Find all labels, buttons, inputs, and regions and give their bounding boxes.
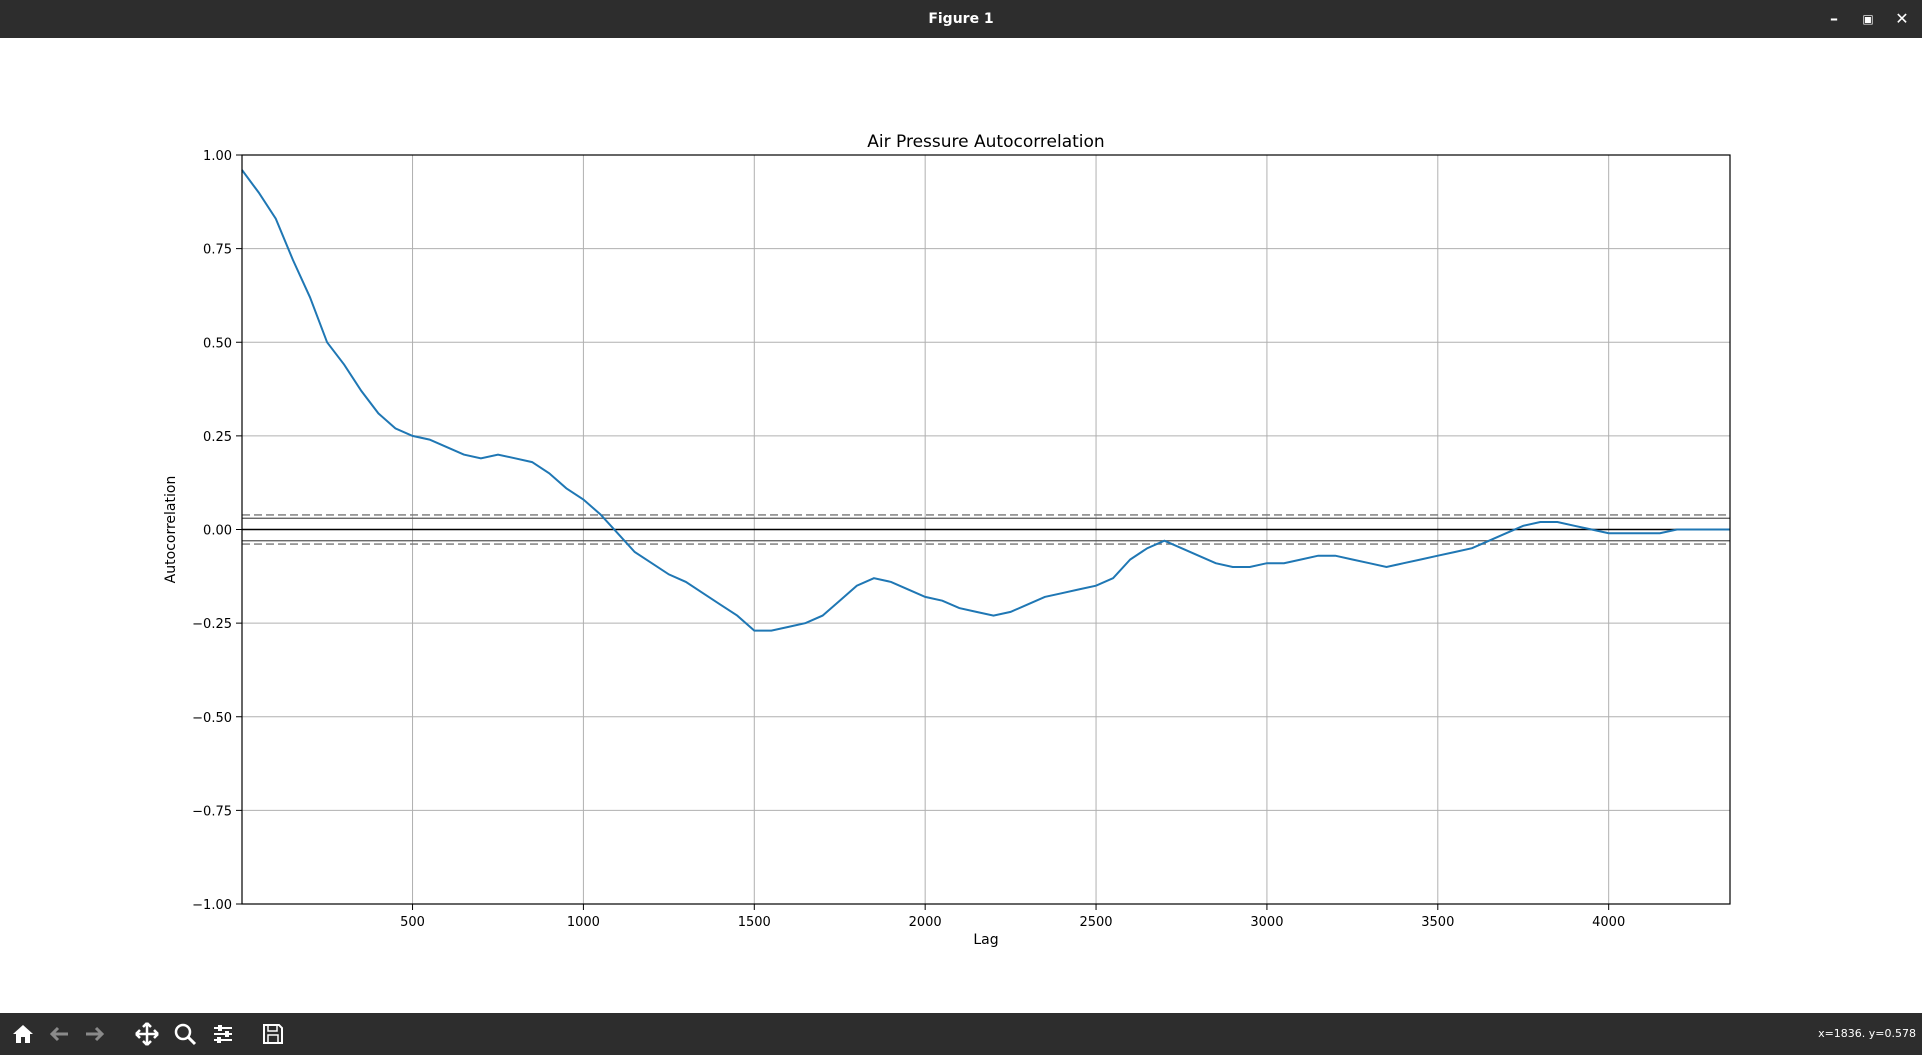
chart-svg: 500 1000 1500 2000 2500 3000 3500 4000 1.00 0.75 0… bbox=[163, 132, 1731, 948]
confidence-lines bbox=[242, 514, 1730, 545]
zoom-icon[interactable] bbox=[170, 1019, 200, 1049]
x-tick-label: 1000 bbox=[567, 915, 600, 930]
autocorrelation-line bbox=[241, 169, 1730, 632]
back-arrow-icon[interactable] bbox=[44, 1019, 74, 1049]
sliders-icon[interactable] bbox=[208, 1019, 238, 1049]
close-icon[interactable]: ✕ bbox=[1895, 9, 1909, 28]
x-tick-label: 1500 bbox=[738, 915, 771, 930]
y-tick-label: 0.25 bbox=[203, 430, 232, 445]
y-axis-label: Autocorrelation bbox=[163, 476, 179, 584]
navigation-toolbar: x=1836. y=0.578 bbox=[0, 1013, 1922, 1055]
pan-icon[interactable] bbox=[132, 1019, 162, 1049]
x-axis-label: Lag bbox=[973, 932, 998, 948]
y-tick-label: 0.50 bbox=[203, 336, 232, 351]
tick-marks: 500 1000 1500 2000 2500 3000 3500 4000 1.00 0.75 0… bbox=[192, 149, 1625, 930]
home-icon[interactable] bbox=[8, 1019, 38, 1049]
x-tick-label: 3500 bbox=[1421, 915, 1454, 930]
x-tick-label: 2000 bbox=[909, 915, 942, 930]
cursor-coordinates: x=1836. y=0.578 bbox=[1818, 1027, 1916, 1040]
maximize-icon[interactable]: ▣ bbox=[1862, 12, 1874, 26]
forward-arrow-icon[interactable] bbox=[80, 1019, 110, 1049]
x-tick-label: 500 bbox=[400, 915, 425, 930]
figure-canvas[interactable]: 500 1000 1500 2000 2500 3000 3500 4000 1.00 0.75 0… bbox=[1, 38, 1921, 1013]
y-tick-label: −0.50 bbox=[192, 711, 232, 726]
title-bar: Figure 1 – ▣ ✕ bbox=[0, 0, 1922, 38]
y-tick-label: 0.00 bbox=[203, 524, 232, 539]
y-tick-label: −0.25 bbox=[192, 617, 232, 632]
y-tick-label: −0.75 bbox=[192, 804, 232, 819]
y-tick-label: 0.75 bbox=[203, 243, 232, 258]
save-icon[interactable] bbox=[258, 1019, 288, 1049]
y-tick-label: −1.00 bbox=[192, 898, 232, 913]
x-tick-label: 4000 bbox=[1592, 915, 1625, 930]
x-tick-label: 3000 bbox=[1250, 915, 1283, 930]
x-tick-label: 2500 bbox=[1079, 915, 1112, 930]
window-title: Figure 1 bbox=[928, 11, 994, 27]
minimize-icon[interactable]: – bbox=[1830, 9, 1838, 28]
chart-title: Air Pressure Autocorrelation bbox=[867, 132, 1104, 152]
y-tick-label: 1.00 bbox=[203, 149, 232, 164]
